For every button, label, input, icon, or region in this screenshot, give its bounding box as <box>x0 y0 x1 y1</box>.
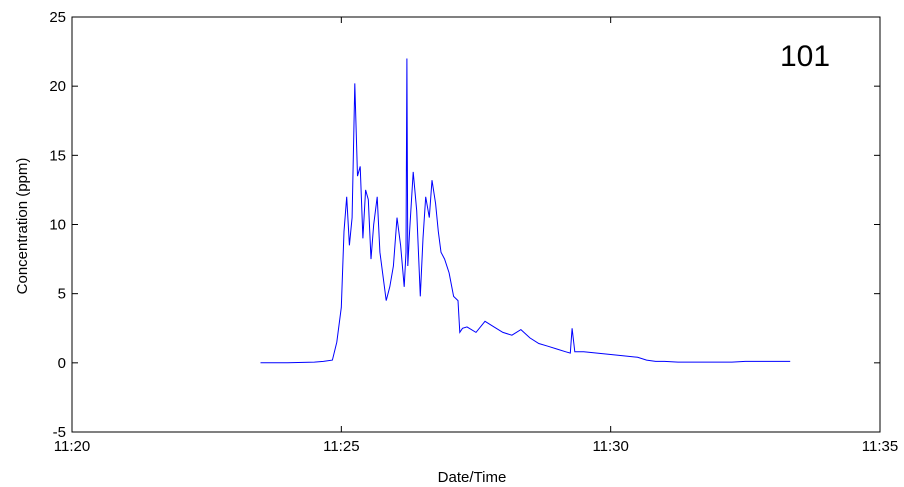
y-tick-label: -5 <box>53 424 66 441</box>
plot-frame <box>71 16 881 433</box>
series-line <box>260 58 791 364</box>
y-axis-label: Concentration (ppm) <box>14 158 31 295</box>
plot-border <box>71 16 881 433</box>
y-tick-label: 25 <box>49 9 66 26</box>
plot-annotation: 101 <box>780 40 830 73</box>
y-tick-label: 5 <box>58 286 66 303</box>
y-tick-label: 15 <box>49 147 66 164</box>
x-tick-label: 11:35 <box>862 438 898 455</box>
x-axis-ticks: 11:20 11:25 11:30 11:35 <box>54 17 898 455</box>
x-axis-label: Date/Time <box>438 469 507 486</box>
y-axis-ticks: -5 0 5 10 15 20 25 <box>49 9 880 441</box>
y-tick-label: 0 <box>58 355 66 372</box>
y-tick-label: 10 <box>49 217 66 234</box>
x-tick-label: 11:20 <box>54 438 90 455</box>
y-tick-label: 20 <box>49 78 66 95</box>
x-tick-label: 11:30 <box>592 438 628 455</box>
x-tick-label: 11:25 <box>323 438 359 455</box>
